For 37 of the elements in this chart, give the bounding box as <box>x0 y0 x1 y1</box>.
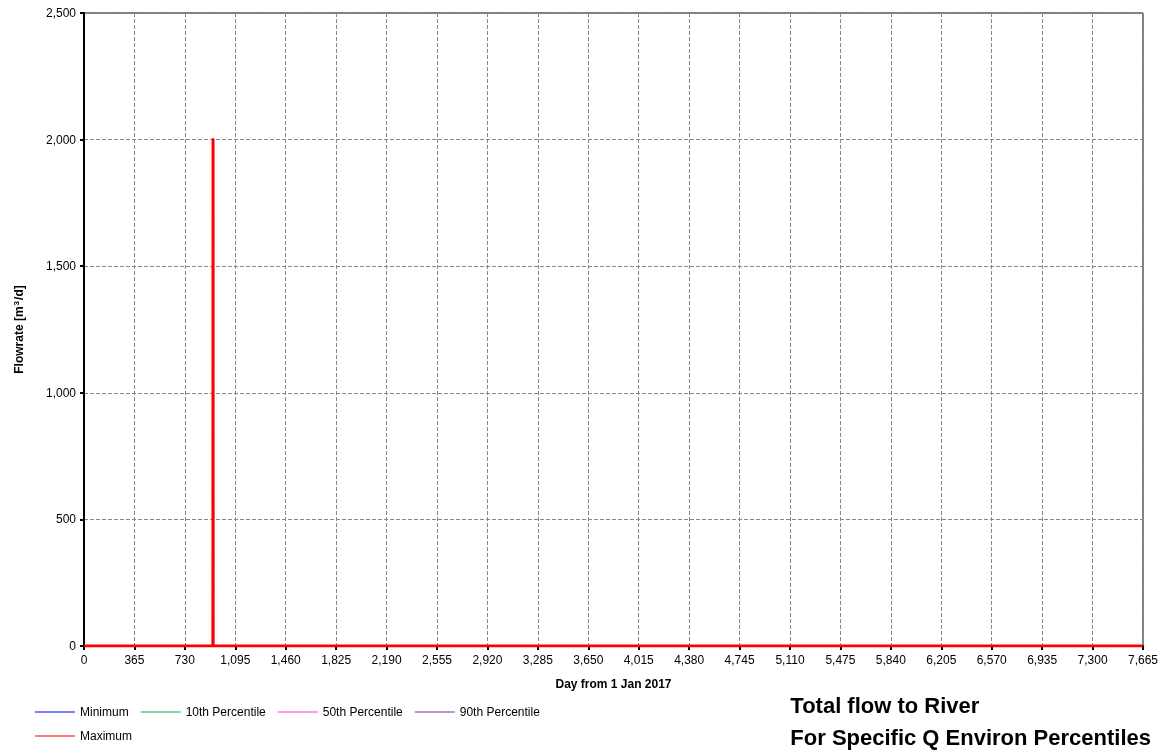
x-tick-label: 4,015 <box>623 653 655 667</box>
legend-label: Maximum <box>80 729 133 743</box>
y-axis-title: Flowrate [m3/d] <box>11 285 26 374</box>
x-tick-label: 6,205 <box>926 653 957 667</box>
x-tick-label: 6,570 <box>976 653 1008 667</box>
x-tick-label: 0 <box>80 653 88 667</box>
x-tick-label: 2,920 <box>472 653 503 667</box>
y-tick-label: 2,500 <box>45 6 77 20</box>
x-axis-title: Day from 1 Jan 2017 <box>555 677 672 691</box>
x-tick-label: 4,380 <box>674 653 705 667</box>
x-tick-label: 2,190 <box>371 653 402 667</box>
y-tick-label: 1,000 <box>45 385 77 400</box>
text: For Specific Q Environ Percentiles <box>790 724 1151 750</box>
legend-label: 90th Percentile <box>459 705 541 719</box>
x-tick-label: 3,650 <box>573 653 604 667</box>
legend-label: 10th Percentile <box>185 705 267 719</box>
x-tick-label: 1,825 <box>321 653 352 667</box>
y-tick-label: 500 <box>55 512 77 527</box>
x-tick-label: 5,840 <box>875 653 907 667</box>
x-tick-label: 365 <box>124 653 145 667</box>
y-tick-label: 2,000 <box>45 132 77 147</box>
text: Total flow to River <box>790 692 980 718</box>
x-tick-label: 2,555 <box>421 653 453 667</box>
y-tick-label: 0 <box>69 639 77 653</box>
x-tick-label: 1,460 <box>270 653 302 667</box>
x-tick-label: 7,300 <box>1077 653 1108 667</box>
x-tick-label: 3,285 <box>522 653 554 667</box>
x-tick-label: 7,665 <box>1127 653 1159 667</box>
x-tick-label: 4,745 <box>724 653 755 667</box>
x-tick-label: 1,095 <box>220 653 251 667</box>
x-tick-label: 730 <box>174 653 196 667</box>
x-tick-label: 6,935 <box>1027 653 1058 667</box>
y-tick-label: 1,500 <box>45 259 77 274</box>
legend-label: Minimum <box>80 705 129 719</box>
x-tick-label: 5,475 <box>825 653 856 667</box>
legend-label: 50th Percentile <box>322 705 404 719</box>
x-tick-label: 5,110 <box>775 653 805 667</box>
